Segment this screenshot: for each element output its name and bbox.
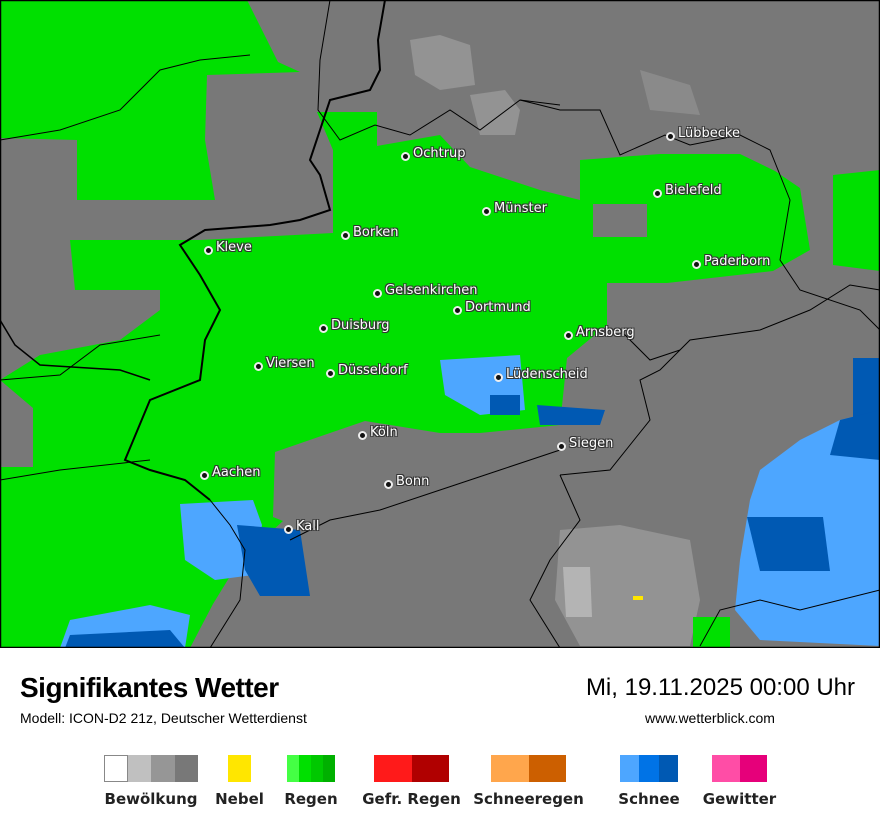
legend-label: Nebel [215,790,264,808]
city-marker [358,431,367,440]
legend-swatch [620,755,640,782]
city-label: Borken [353,225,399,240]
city-label: Lüdenscheid [506,367,588,382]
city-marker [326,369,335,378]
legend-swatch [658,755,678,782]
city-marker [200,471,209,480]
light-cloud-areas [410,35,700,646]
city-label: Münster [494,201,547,216]
fog-spot [633,596,643,600]
city-marker [494,373,503,382]
city-label: Bonn [396,474,430,489]
city-marker [653,189,662,198]
city-label: Viersen [266,356,315,371]
legend-swatch [374,755,412,782]
legend-swatch [311,755,323,782]
city-marker [204,246,213,255]
borders [0,0,880,649]
city-marker [254,362,263,371]
forecast-datetime: Mi, 19.11.2025 00:00 Uhr [585,674,855,701]
weather-map: Lübbecke Ochtrup Bielefeld Münster Borken Kle… [0,0,880,649]
city-label: Düsseldorf [338,363,408,378]
city-label: Aachen [212,465,261,480]
city-marker [401,152,410,161]
legend-swatch [127,755,151,782]
city-label: Bielefeld [665,183,722,198]
cloud-gap [593,204,647,237]
legend-label: Schneeregen [473,790,584,808]
legend-swatch [174,755,198,782]
city-marker [284,525,293,534]
city-label: Arnsberg [576,325,635,340]
legend-swatch [323,755,335,782]
city-label: Gelsenkirchen [385,283,478,298]
city-marker [319,324,328,333]
city-label: Siegen [569,436,614,451]
legend-swatch [739,755,767,782]
map-layer [0,0,880,649]
legend-swatch [104,755,128,782]
city-marker [482,207,491,216]
city-label: Köln [370,425,398,440]
city-marker [453,306,462,315]
city-label: Duisburg [331,318,390,333]
city-marker [373,289,382,298]
legend-label: Gefr. Regen [362,790,461,808]
website-url: www.wetterblick.com [645,710,775,726]
legend-label: Bewölkung [104,790,198,808]
legend-swatch [151,755,175,782]
legend-swatch [491,755,529,782]
city-label: Lübbecke [678,126,740,141]
legend-label: Gewitter [702,790,777,808]
city-marker [557,442,566,451]
city-label: Ochtrup [413,146,466,161]
model-subtitle: Modell: ICON-D2 21z, Deutscher Wetterdie… [20,710,307,726]
legend-label: Schnee [618,790,680,808]
legend-label: Regen [284,790,338,808]
legend-swatch [712,755,740,782]
legend-swatch [639,755,659,782]
page-title: Signifikantes Wetter [20,672,279,703]
city-marker [384,480,393,489]
city-label: Kall [296,519,320,534]
city-marker [692,260,701,269]
city-marker [666,132,675,141]
legend-swatch [228,755,251,782]
snow-areas [60,355,880,648]
city-marker [341,231,350,240]
city-label: Dortmund [465,300,531,315]
legend-swatch [528,755,566,782]
legend-swatch [411,755,449,782]
city-label: Kleve [216,240,252,255]
legend-swatch [287,755,299,782]
legend-swatch [299,755,311,782]
city-label: Paderborn [704,254,771,269]
city-marker [564,331,573,340]
